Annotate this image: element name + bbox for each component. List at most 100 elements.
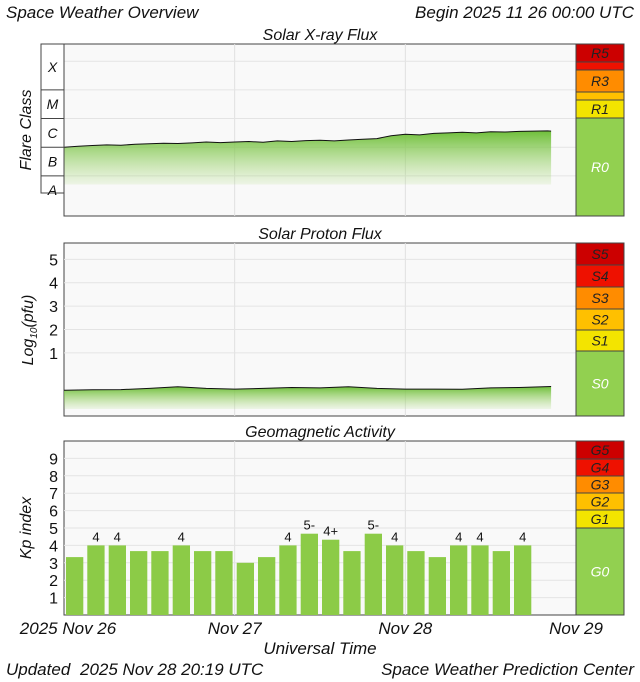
flare-class-m: M (47, 96, 59, 112)
kp-bar-4 (151, 551, 169, 615)
s-scale-s3: S3 (591, 290, 608, 306)
proton-y-ticks: 1 2 3 4 5 (49, 252, 58, 363)
kp-ytick-4: 4 (49, 538, 58, 555)
g-scale-band-5 (575, 527, 625, 616)
s-scale-band-5 (575, 350, 625, 417)
kp-bar-18 (450, 545, 468, 615)
xray-title: Solar X-ray Flux (263, 27, 379, 44)
proton-ytick-2: 2 (49, 323, 58, 340)
proton-title: Solar Proton Flux (258, 226, 383, 243)
xray-flux-area (64, 130, 552, 185)
s-scale-s4: S4 (591, 268, 608, 284)
proton-flux-series (63, 386, 552, 409)
kp-ytick-6: 6 (49, 504, 58, 521)
overview-title: Space Weather Overview (6, 3, 200, 22)
updated-label: Updated (6, 660, 71, 679)
proton-flux-line (63, 386, 552, 391)
x-axis-ticks: 2025 Nov 26 Nov 27 Nov 28 Nov 29 (19, 619, 604, 638)
kp-label-5: 4 (178, 529, 185, 544)
r-scale-band-5 (575, 117, 625, 217)
proton-ylabel-sub: 10 (29, 327, 40, 339)
kp-bar-5 (172, 545, 190, 615)
kp-bar-17 (428, 557, 446, 615)
kp-ytick-8: 8 (49, 469, 58, 486)
kp-bar-8 (236, 562, 254, 615)
proton-ylabel-main: Log (20, 339, 37, 366)
flare-class-c: C (47, 125, 58, 141)
proton-ytick-3: 3 (49, 299, 58, 316)
kp-label-10: 4 (284, 529, 291, 544)
kp-grid (64, 441, 576, 615)
s-scale-s0: S0 (591, 376, 608, 392)
kp-ytick-5: 5 (49, 521, 58, 538)
kp-bar-12 (322, 539, 340, 615)
s-scale-s5: S5 (591, 246, 608, 262)
proton-flux-area (64, 386, 552, 409)
kp-bar-20 (492, 551, 510, 615)
g-scale-g1: G1 (591, 511, 610, 527)
swpc-credit: Space Weather Prediction Center (381, 660, 635, 679)
x-tick-1: Nov 27 (208, 619, 262, 638)
kp-label-19: 4 (476, 529, 483, 544)
proton-ytick-1: 1 (49, 346, 58, 363)
g-scale-g0: G0 (591, 564, 610, 580)
proton-ylabel-tail: (pfu) (20, 295, 37, 328)
x-tick-3: Nov 29 (549, 619, 603, 638)
kp-bar-2 (108, 545, 126, 615)
kp-bar-21 (514, 545, 532, 615)
r-scale-r5: R5 (591, 45, 609, 61)
g-scale-g4: G4 (591, 460, 610, 476)
kp-ytick-9: 9 (49, 451, 58, 468)
kp-bar-19 (471, 545, 489, 615)
kp-bar-6 (194, 551, 212, 615)
xray-plot-area (63, 43, 577, 217)
r-scale-band-1 (575, 61, 625, 71)
kp-label-11: 5- (304, 518, 316, 533)
xray-ylabel: Flare Class (18, 90, 35, 171)
g-scale-g5: G5 (591, 442, 610, 458)
kp-title: Geomagnetic Activity (245, 424, 396, 441)
kp-bar-14 (364, 533, 382, 615)
r-scale-r0: R0 (591, 159, 609, 175)
s-scale-s2: S2 (591, 312, 608, 328)
s-scale-s1: S1 (591, 333, 608, 349)
kp-bars: 4 4 4 45- 4+ 5-4 4 4 4 (66, 518, 532, 615)
kp-bar-16 (407, 551, 425, 615)
begin-time: Begin 2025 11 26 00:00 UTC (415, 3, 635, 22)
flare-class-b: B (48, 154, 57, 170)
radio-blackout-scale: R5 R3 R1 R0 (575, 43, 625, 217)
updated-time: 2025 Nov 28 20:19 UTC (79, 660, 264, 679)
kp-label-18: 4 (455, 529, 462, 544)
flare-class-x: X (47, 59, 58, 75)
kp-bar-10 (279, 545, 297, 615)
kp-bar-15 (386, 545, 404, 615)
kp-ytick-1: 1 (49, 591, 58, 608)
kp-ytick-3: 3 (49, 556, 58, 573)
kp-ytick-7: 7 (49, 486, 58, 503)
proton-ylabel: Log10(pfu) (20, 295, 40, 366)
kp-label-14: 5- (368, 518, 380, 533)
kp-label-12: 4+ (323, 524, 338, 539)
xray-flux-line (63, 130, 552, 148)
g-scale-g3: G3 (591, 477, 610, 493)
kp-bar-11 (300, 533, 318, 615)
kp-label-2: 4 (114, 529, 121, 544)
proton-panel: 1 2 3 4 5 Log10(pfu) S5 S4 S3 S2 S1 S0 (20, 242, 625, 417)
kp-label-21: 4 (519, 529, 526, 544)
x-tick-0: 2025 Nov 26 (19, 619, 117, 638)
x-axis-label: Universal Time (263, 639, 376, 658)
proton-ytick-4: 4 (49, 276, 58, 293)
radiation-storm-scale: S5 S4 S3 S2 S1 S0 (575, 242, 625, 417)
r-scale-r1: R1 (591, 101, 609, 117)
kp-label-1: 4 (92, 529, 99, 544)
kp-bar-0 (66, 557, 84, 615)
kp-bar-7 (215, 551, 233, 615)
kp-ytick-2: 2 (49, 573, 58, 590)
kp-ylabel: Kp index (18, 496, 35, 559)
kp-bar-9 (258, 557, 276, 615)
